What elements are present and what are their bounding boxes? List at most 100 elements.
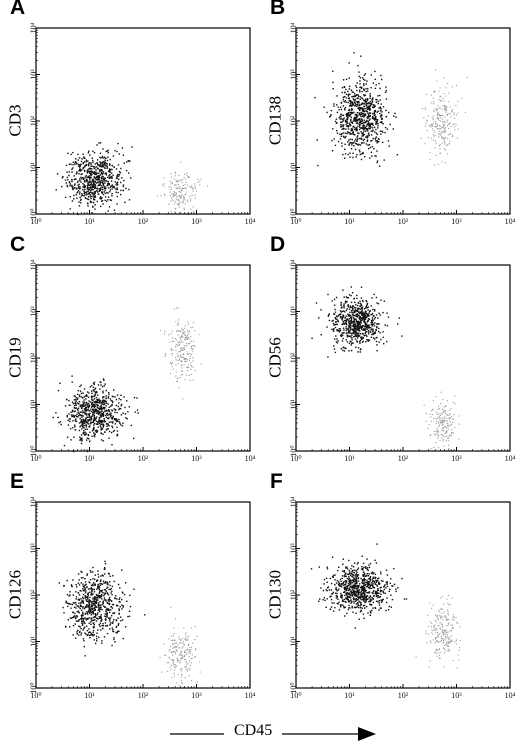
data-point bbox=[446, 417, 448, 419]
data-point bbox=[442, 440, 444, 442]
data-point bbox=[118, 418, 120, 421]
data-point bbox=[116, 203, 118, 205]
data-point bbox=[186, 353, 188, 355]
data-point bbox=[346, 573, 348, 575]
data-point bbox=[182, 657, 184, 659]
data-point bbox=[91, 173, 93, 176]
data-point bbox=[103, 636, 106, 638]
data-point bbox=[99, 198, 102, 200]
data-point bbox=[435, 126, 437, 128]
data-point bbox=[184, 358, 186, 360]
data-point bbox=[183, 364, 185, 366]
data-point bbox=[93, 639, 95, 641]
data-point bbox=[117, 184, 119, 186]
data-point bbox=[316, 139, 318, 141]
data-point bbox=[365, 307, 367, 309]
data-point bbox=[433, 430, 435, 432]
data-point bbox=[109, 177, 111, 179]
data-point bbox=[363, 308, 366, 310]
data-point bbox=[170, 639, 172, 641]
data-point bbox=[173, 665, 175, 667]
data-point bbox=[174, 184, 176, 186]
data-point bbox=[354, 98, 357, 100]
data-point bbox=[361, 98, 364, 100]
data-point bbox=[441, 127, 443, 129]
data-point bbox=[378, 107, 380, 109]
data-point bbox=[97, 594, 99, 596]
data-point bbox=[447, 436, 449, 438]
data-point bbox=[452, 432, 454, 434]
data-point bbox=[108, 413, 111, 415]
data-point bbox=[83, 585, 86, 587]
data-point bbox=[334, 326, 337, 329]
data-point bbox=[79, 199, 82, 202]
data-point bbox=[361, 332, 363, 335]
x-tick-label: 10⁴ bbox=[245, 691, 256, 700]
data-point bbox=[437, 417, 439, 419]
data-point bbox=[434, 147, 436, 149]
data-point bbox=[87, 196, 90, 198]
data-point bbox=[116, 411, 118, 414]
data-point bbox=[101, 421, 103, 423]
data-point bbox=[367, 144, 369, 146]
data-point bbox=[112, 630, 114, 632]
data-point bbox=[347, 306, 349, 308]
data-point bbox=[453, 123, 455, 125]
data-point bbox=[365, 98, 367, 100]
data-point bbox=[97, 399, 99, 401]
data-point bbox=[122, 592, 124, 594]
data-point bbox=[175, 359, 177, 361]
data-point bbox=[447, 82, 449, 84]
data-point bbox=[348, 578, 350, 581]
data-point bbox=[360, 115, 362, 118]
data-point bbox=[435, 143, 437, 145]
data-point bbox=[436, 125, 438, 127]
data-point bbox=[91, 170, 93, 172]
data-point bbox=[89, 184, 91, 186]
data-point bbox=[386, 325, 389, 327]
data-point bbox=[346, 336, 349, 338]
data-point bbox=[175, 184, 177, 186]
data-point bbox=[438, 133, 440, 135]
data-point bbox=[120, 189, 122, 192]
data-point bbox=[71, 185, 73, 188]
data-point bbox=[428, 125, 430, 127]
data-point bbox=[355, 86, 358, 89]
data-point bbox=[371, 599, 373, 601]
data-point bbox=[333, 304, 336, 306]
data-point bbox=[104, 420, 107, 423]
data-point bbox=[104, 383, 106, 385]
data-point bbox=[92, 622, 95, 624]
data-point bbox=[183, 643, 185, 645]
data-point bbox=[89, 423, 92, 425]
data-point bbox=[93, 202, 95, 204]
data-point bbox=[57, 416, 59, 419]
data-point bbox=[178, 341, 180, 343]
data-point bbox=[364, 113, 367, 115]
data-point bbox=[438, 90, 440, 92]
data-point bbox=[449, 435, 451, 437]
data-points bbox=[310, 543, 461, 669]
data-point bbox=[102, 580, 105, 582]
data-point bbox=[184, 183, 186, 185]
data-point bbox=[340, 311, 343, 313]
data-point bbox=[362, 333, 365, 335]
data-point bbox=[356, 327, 359, 330]
data-point bbox=[342, 346, 344, 349]
data-point bbox=[382, 131, 384, 133]
data-point bbox=[111, 585, 114, 588]
data-point bbox=[374, 331, 376, 333]
data-point bbox=[438, 130, 440, 132]
data-point bbox=[383, 300, 385, 302]
data-point bbox=[446, 114, 448, 116]
data-point bbox=[374, 573, 377, 575]
data-point bbox=[88, 400, 90, 402]
data-point bbox=[444, 107, 446, 109]
data-point bbox=[97, 193, 100, 195]
data-point bbox=[92, 604, 94, 606]
data-point bbox=[359, 89, 361, 91]
data-point bbox=[368, 123, 371, 126]
data-point bbox=[374, 338, 376, 340]
data-point bbox=[425, 421, 427, 423]
data-point bbox=[178, 184, 180, 186]
